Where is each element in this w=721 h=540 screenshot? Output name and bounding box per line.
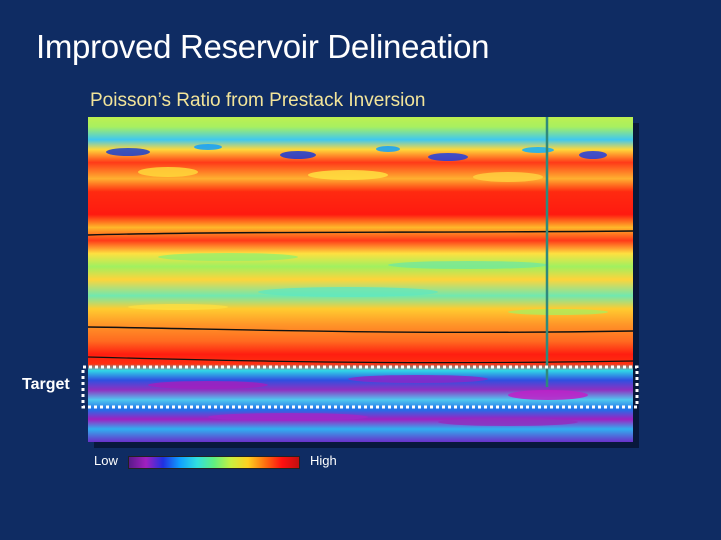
horizon-line-upper: [87, 230, 634, 236]
horizon-line-lower: [87, 356, 634, 364]
middle-streaks: [128, 253, 608, 315]
color-scale-bar: [128, 456, 300, 469]
slide-title: Improved Reservoir Delineation: [36, 28, 490, 65]
seismic-section-image: [87, 117, 634, 442]
target-zone-box: [81, 365, 639, 409]
legend-low-label: Low: [94, 453, 118, 468]
lower-purple-streaks: [148, 375, 588, 426]
target-label: Target: [22, 376, 70, 393]
horizon-line-middle: [87, 326, 634, 334]
seismic-section-panel: [87, 117, 634, 442]
slide-subtitle: Poisson’s Ratio from Prestack Inversion: [90, 90, 426, 111]
upper-blue-patches: [106, 144, 607, 182]
legend-high-label: High: [310, 453, 337, 468]
